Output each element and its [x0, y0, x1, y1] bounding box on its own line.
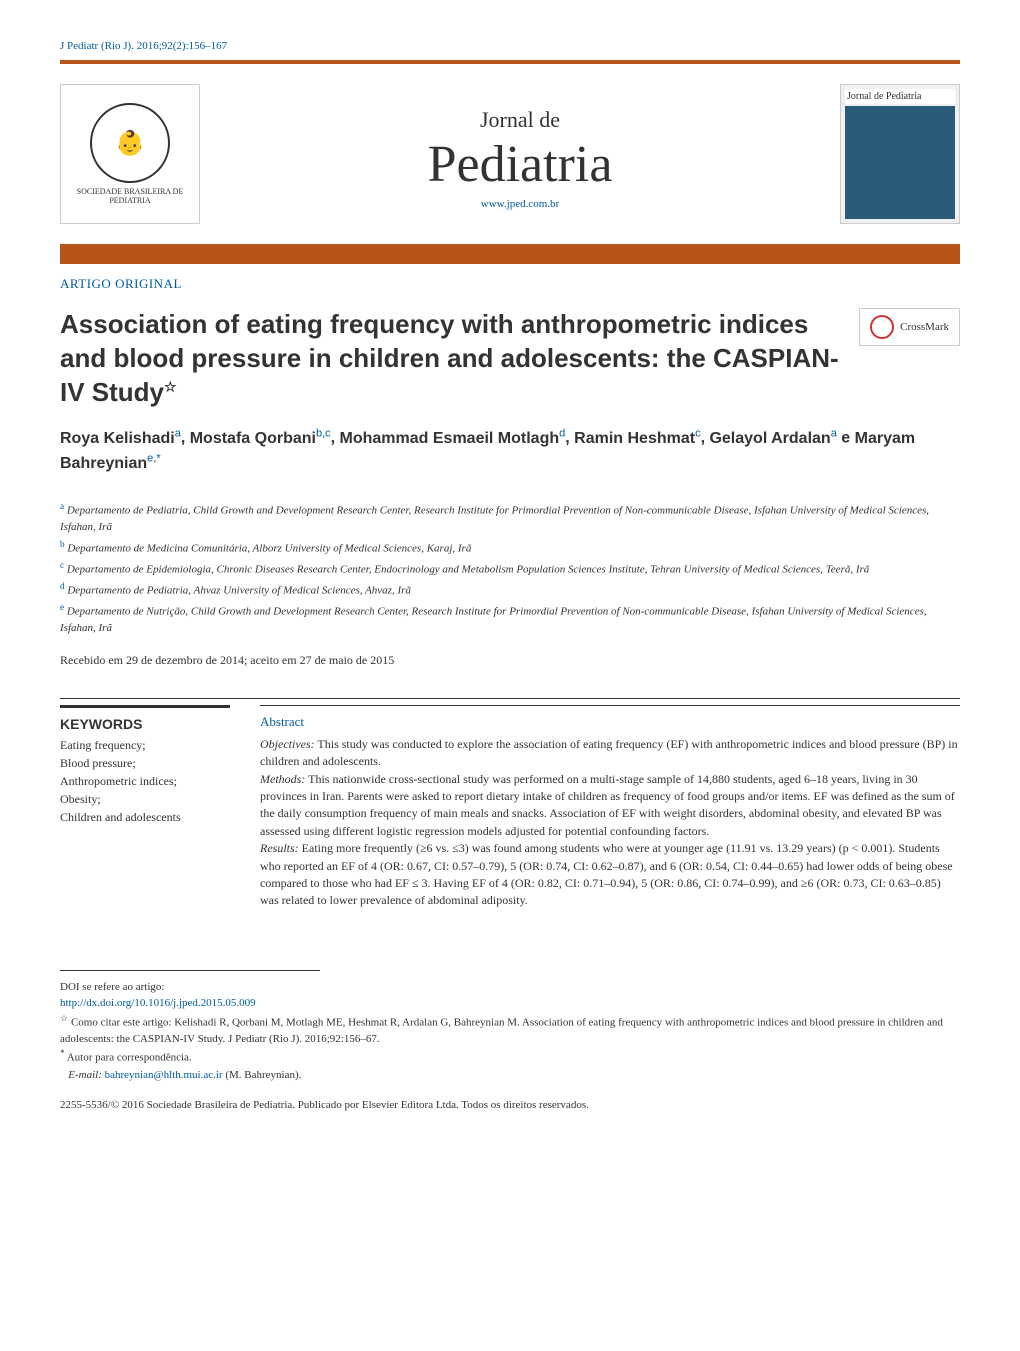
author-affil-sup: c	[695, 427, 701, 439]
author: Gelayol Ardalana	[709, 430, 836, 447]
author-affil-sup: a	[175, 427, 181, 439]
journal-maintitle: Pediatria	[428, 136, 613, 193]
article-title: Association of eating frequency with ant…	[60, 308, 843, 409]
footer-text: DOI se refere ao artigo: http://dx.doi.o…	[60, 979, 960, 1083]
affil-sup: e	[60, 602, 64, 612]
author: Roya Kelishadia	[60, 430, 181, 447]
journal-cover-thumbnail: Jornal de Pediatria	[840, 84, 960, 224]
abstract-paragraph: Results: Eating more frequently (≥6 vs. …	[260, 840, 960, 910]
affiliation-line: d Departamento de Pediatria, Ahvaz Unive…	[60, 580, 960, 599]
journal-title-block: Jornal de Pediatria www.jped.com.br	[220, 98, 820, 210]
copyright-line: 2255-5536/© 2016 Sociedade Brasileira de…	[60, 1099, 960, 1111]
affil-sup: b	[60, 539, 65, 549]
footer-divider	[60, 970, 320, 971]
publisher-logo: 👶 SOCIEDADE BRASILEIRA DE PEDIATRIA	[60, 84, 200, 224]
abstract-section-heading: Methods:	[260, 772, 305, 786]
keywords-box: KEYWORDS Eating frequency; Blood pressur…	[60, 705, 230, 910]
author-affil-sup: d	[559, 427, 565, 439]
abstract-heading: Abstract	[260, 714, 960, 730]
email-link[interactable]: bahreynian@hlth.mui.ac.ir	[105, 1069, 223, 1081]
footer-section: DOI se refere ao artigo: http://dx.doi.o…	[60, 970, 960, 1111]
title-footnote-mark: ☆	[164, 378, 177, 394]
cite-text: Como citar este artigo: Kelishadi R, Qor…	[60, 1016, 943, 1045]
author-affil-sup: a	[831, 427, 837, 439]
article-title-row: Association of eating frequency with ant…	[60, 308, 960, 425]
crossmark-badge[interactable]: CrossMark	[859, 308, 960, 346]
affiliation-line: a Departamento de Pediatria, Child Growt…	[60, 500, 960, 536]
abstract-text: Objectives: This study was conducted to …	[260, 736, 960, 910]
header-divider	[60, 60, 960, 64]
abstract-paragraph: Methods: This nationwide cross-sectional…	[260, 771, 960, 841]
author: Mohammad Esmaeil Motlaghd	[340, 430, 566, 447]
publisher-logo-icon: 👶	[90, 103, 170, 183]
journal-header: 👶 SOCIEDADE BRASILEIRA DE PEDIATRIA Jorn…	[60, 84, 960, 224]
keywords-list: Eating frequency; Blood pressure; Anthro…	[60, 736, 230, 826]
cite-footnote-mark: ☆	[60, 1013, 68, 1023]
section-divider-bar	[60, 244, 960, 264]
cover-header: Jornal de Pediatria	[845, 89, 955, 104]
journal-url[interactable]: www.jped.com.br	[220, 198, 820, 210]
article-type-label: ARTIGO ORIGINAL	[60, 276, 960, 292]
article-dates: Recebido em 29 de dezembro de 2014; acei…	[60, 653, 960, 668]
crossmark-icon	[870, 315, 894, 339]
affil-sup: c	[60, 560, 64, 570]
affiliation-line: b Departamento de Medicina Comunitária, …	[60, 538, 960, 557]
correspond-mark: *	[60, 1048, 65, 1058]
author: Ramin Heshmatc	[574, 430, 700, 447]
doi-link[interactable]: http://dx.doi.org/10.1016/j.jped.2015.05…	[60, 997, 256, 1009]
doi-label: DOI se refere ao artigo:	[60, 981, 164, 993]
author-affil-sup: e,*	[147, 453, 160, 465]
abstract-paragraph: Objectives: This study was conducted to …	[260, 736, 960, 771]
keywords-heading: KEYWORDS	[60, 716, 230, 732]
correspond-label: Autor para correspondência.	[67, 1052, 192, 1064]
affiliation-line: e Departamento de Nutrição, Child Growth…	[60, 601, 960, 637]
abstract-section-heading: Objectives:	[260, 737, 315, 751]
abstract-section-heading: Results:	[260, 841, 299, 855]
author-affil-sup: b,c	[316, 427, 331, 439]
cover-body	[845, 106, 955, 219]
email-author: (M. Bahreynian).	[225, 1069, 301, 1081]
authors-line: Roya Kelishadia, Mostafa Qorbanib,c, Moh…	[60, 425, 960, 476]
journal-pretitle: Jornal de	[480, 107, 560, 132]
citation-header: J Pediatr (Rio J). 2016;92(2):156–167	[60, 40, 960, 52]
affiliation-line: c Departamento de Epidemiologia, Chronic…	[60, 559, 960, 578]
abstract-section: KEYWORDS Eating frequency; Blood pressur…	[60, 698, 960, 910]
affil-sup: d	[60, 581, 65, 591]
crossmark-label: CrossMark	[900, 321, 949, 333]
publisher-logo-text: SOCIEDADE BRASILEIRA DE PEDIATRIA	[71, 187, 189, 205]
affil-sup: a	[60, 501, 64, 511]
affiliations-block: a Departamento de Pediatria, Child Growt…	[60, 500, 960, 637]
email-label: E-mail:	[68, 1069, 102, 1081]
abstract-box: Abstract Objectives: This study was cond…	[260, 705, 960, 910]
author: Mostafa Qorbanib,c	[190, 430, 331, 447]
